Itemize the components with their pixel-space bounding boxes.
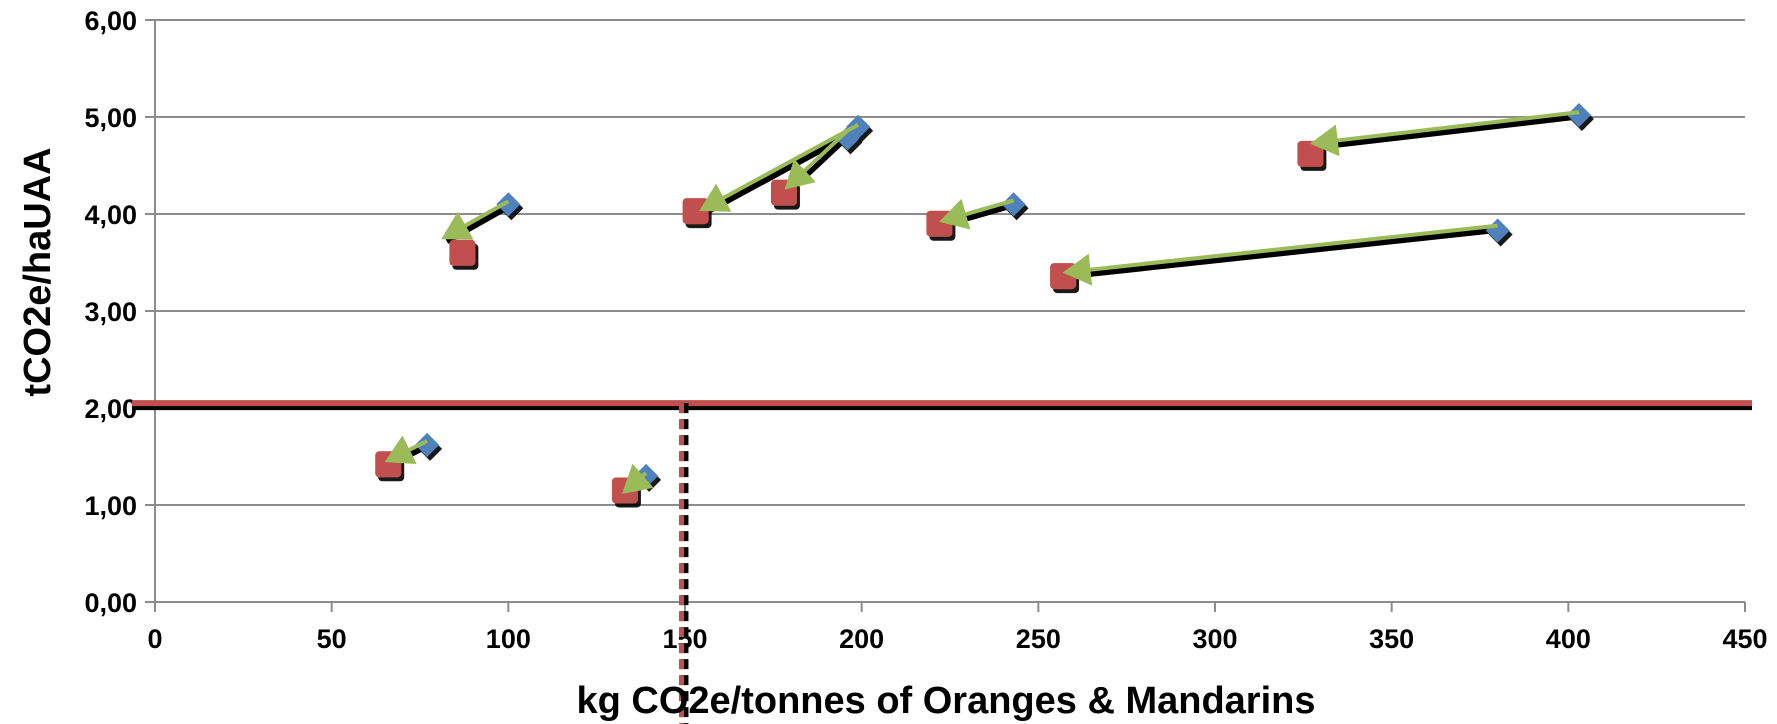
diamond-point xyxy=(496,192,521,217)
x-tick-labels: 0 50 100 150 200 250 300 350 400 450 xyxy=(147,624,1767,654)
arrow-shadow xyxy=(1068,226,1500,280)
arrow-shadow xyxy=(445,202,512,244)
x-tick-label: 350 xyxy=(1369,624,1414,654)
arrow xyxy=(784,129,849,190)
diamond-point xyxy=(415,432,440,457)
square-point xyxy=(1297,140,1324,167)
y-tick-labels: 0,00 1,00 2,00 3,00 4,00 5,00 6,00 xyxy=(84,6,137,618)
arrow xyxy=(441,199,510,240)
arrow-shadow xyxy=(1315,113,1582,151)
arrow xyxy=(1062,223,1498,286)
y-tick-label: 5,00 xyxy=(84,103,137,133)
arrow xyxy=(699,123,860,212)
x-tick-label: 300 xyxy=(1192,624,1237,654)
arrow xyxy=(1309,110,1580,157)
square-point xyxy=(926,210,953,237)
diamond-point xyxy=(1001,192,1026,217)
diamond-point xyxy=(1485,218,1510,243)
gridlines xyxy=(155,19,1745,506)
y-tick-label: 6,00 xyxy=(84,6,137,36)
x-tick-label: 100 xyxy=(486,624,531,654)
y-tick-label: 1,00 xyxy=(84,491,137,521)
x-axis-title: kg CO2e/tonnes of Oranges & Mandarins xyxy=(576,680,1315,722)
data-points xyxy=(375,103,1591,504)
arrows xyxy=(388,113,1582,498)
y-tick-label: 3,00 xyxy=(84,297,137,327)
square-point xyxy=(1050,263,1077,290)
square-point xyxy=(682,198,709,225)
arrow xyxy=(621,463,654,495)
y-tick-label: 0,00 xyxy=(84,588,137,618)
diamond-point xyxy=(1566,103,1591,128)
x-tick-label: 400 xyxy=(1546,624,1591,654)
x-tick-label: 250 xyxy=(1016,624,1061,654)
y-tick-label: 4,00 xyxy=(84,200,137,230)
x-tick-label: 50 xyxy=(317,624,347,654)
y-tick-label: 2,00 xyxy=(84,394,137,424)
arrow xyxy=(939,198,1015,230)
axes xyxy=(145,19,1746,612)
y-axis-title: tCO2e/haUAA xyxy=(17,147,59,396)
reference-lines xyxy=(132,400,1752,724)
x-tick-label: 450 xyxy=(1722,624,1767,654)
x-tick-label: 200 xyxy=(839,624,884,654)
arrow xyxy=(384,435,428,464)
x-tick-label: 0 xyxy=(147,624,162,654)
square-point xyxy=(449,239,476,266)
